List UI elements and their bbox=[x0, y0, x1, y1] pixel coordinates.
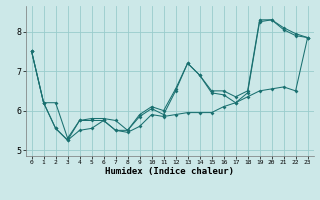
X-axis label: Humidex (Indice chaleur): Humidex (Indice chaleur) bbox=[105, 167, 234, 176]
